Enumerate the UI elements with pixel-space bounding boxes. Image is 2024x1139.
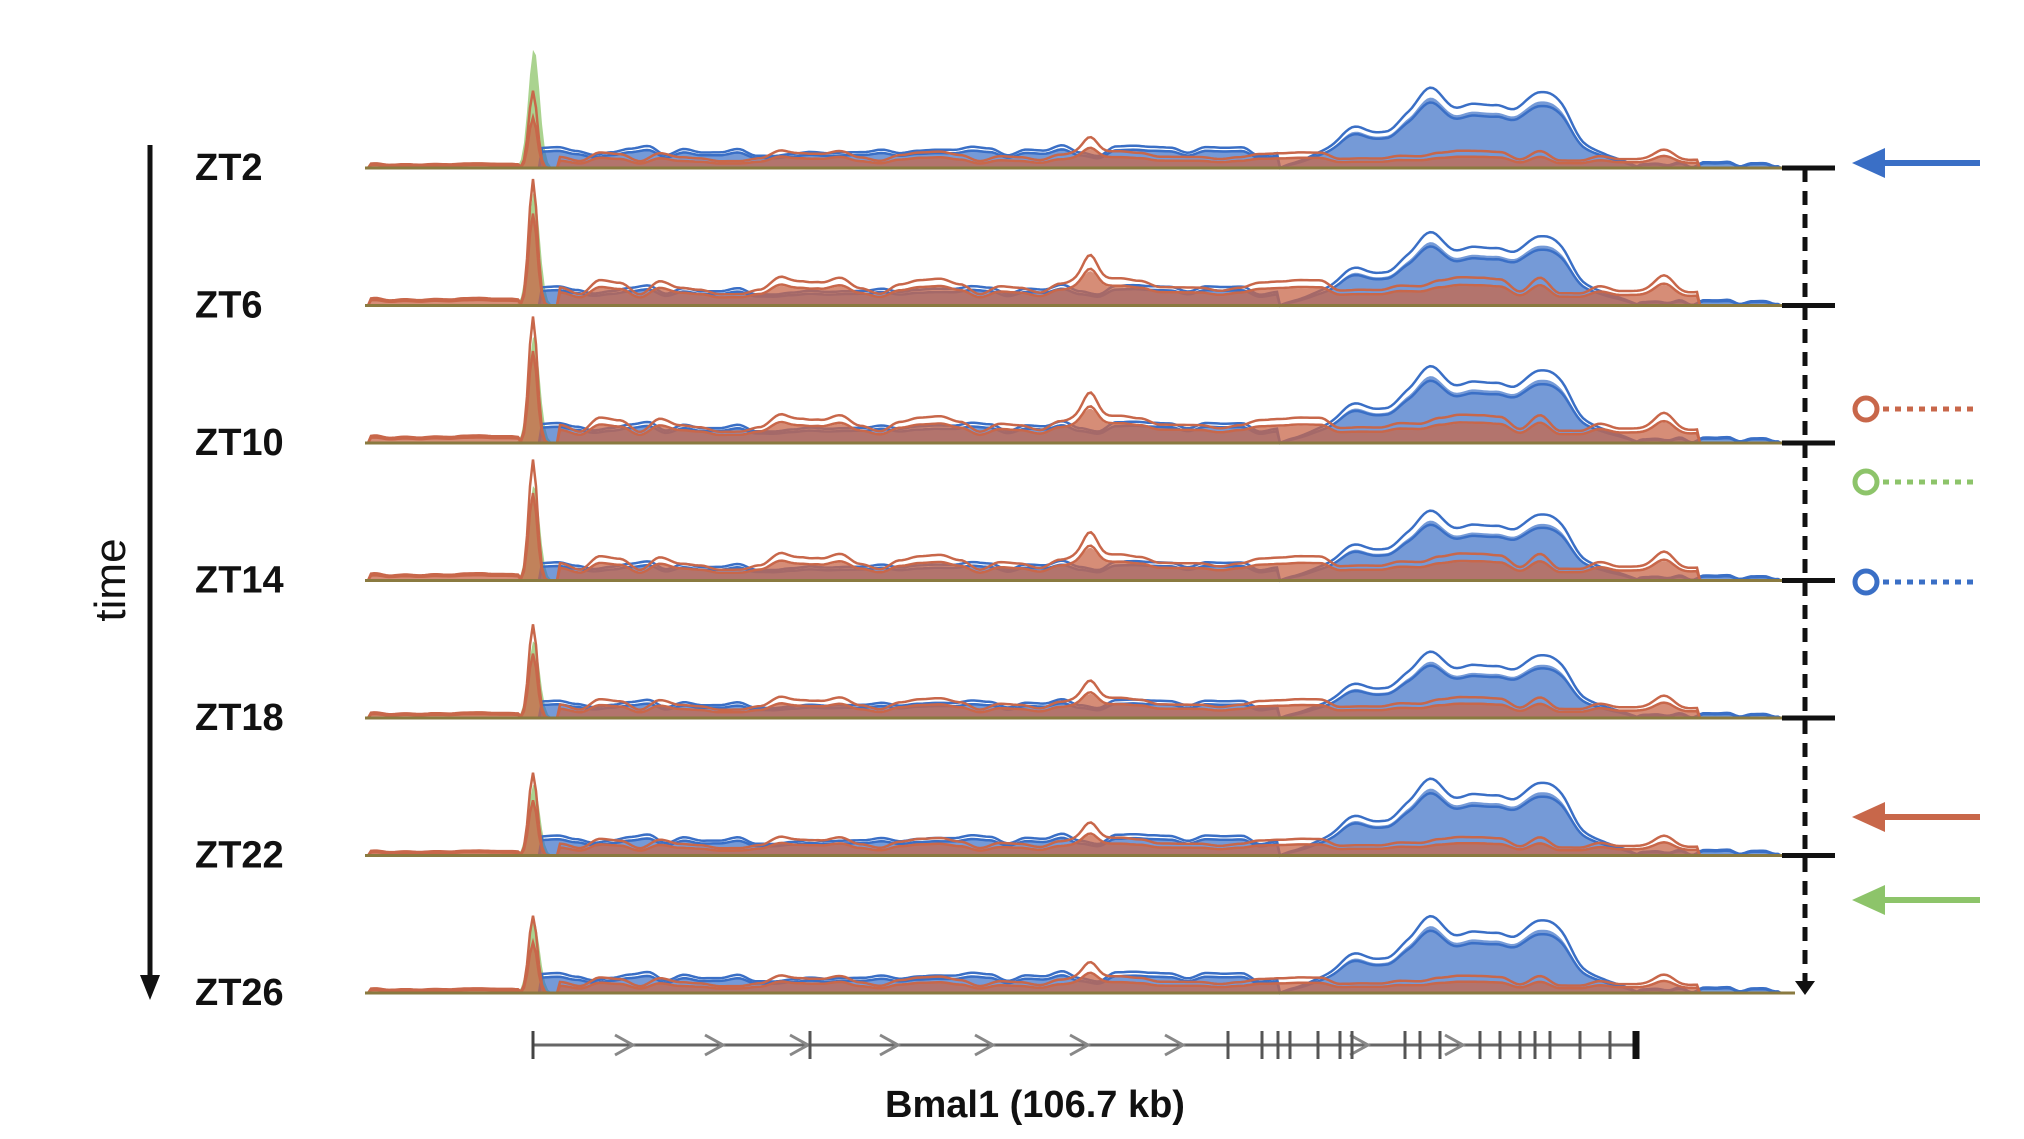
green-arrow-icon	[1852, 885, 1980, 915]
gene-direction-chevron-icon	[1444, 1033, 1467, 1057]
blue-circle-dotted-icon	[1852, 568, 1978, 596]
track-zt6: ZT6	[195, 178, 1795, 327]
orange-replicate-line	[365, 459, 1793, 582]
orange-replicate-line	[365, 624, 1793, 720]
blue-signal-area	[365, 926, 1795, 993]
gene-model	[531, 1031, 1640, 1059]
gene-direction-chevron-icon	[704, 1033, 727, 1057]
orange-signal-area	[365, 803, 1795, 856]
gene-label: Bmal1 (106.7 kb)	[885, 1084, 1185, 1126]
orange-replicate-line	[365, 492, 1793, 582]
orange-replicate-line	[365, 90, 1793, 170]
orange-circle-dotted-icon	[1852, 395, 1978, 423]
track-label: ZT22	[195, 835, 284, 877]
track-label: ZT2	[195, 147, 263, 189]
gene-direction-chevron-icon	[974, 1033, 997, 1057]
track-label: ZT10	[195, 422, 284, 464]
time-axis-label: time	[86, 538, 135, 621]
orange-signal-area	[365, 120, 1795, 168]
orange-signal-area	[365, 657, 1795, 718]
orange-replicate-line	[365, 213, 1793, 307]
orange-signal-area	[365, 498, 1795, 581]
blue-arrow-icon	[1852, 148, 1980, 178]
track-label: ZT14	[195, 560, 284, 602]
orange-replicate-line	[365, 937, 1793, 995]
track-label: ZT26	[195, 972, 284, 1014]
orange-replicate-line	[365, 915, 1793, 995]
track-zt10: ZT10	[195, 316, 1795, 464]
gene-direction-chevron-icon	[614, 1033, 637, 1057]
orange-replicate-line	[365, 350, 1793, 445]
orange-signal-area	[365, 945, 1795, 993]
blue-signal-area	[365, 97, 1795, 168]
orange-replicate-line	[365, 653, 1793, 720]
orange-arrow-icon	[1852, 802, 1980, 832]
orange-replicate-line	[365, 316, 1793, 445]
gene-direction-chevron-icon	[1349, 1033, 1372, 1057]
track-zt18: ZT18	[195, 624, 1795, 739]
time-axis-arrowhead-icon	[140, 975, 160, 1000]
orange-replicate-line	[365, 178, 1793, 307]
orange-signal-area	[365, 356, 1795, 443]
dashed-arrowhead-icon	[1795, 981, 1815, 995]
track-zt22: ZT22	[195, 772, 1795, 877]
legend-symbols	[1852, 148, 1980, 915]
track-label: ZT18	[195, 697, 284, 739]
green-circle-dotted-icon	[1852, 468, 1978, 496]
track-zt14: ZT14	[195, 459, 1795, 602]
orange-signal-area	[365, 219, 1795, 306]
track-zt2: ZT2	[195, 49, 1795, 189]
gene-direction-chevron-icon	[879, 1033, 902, 1057]
gene-direction-chevron-icon	[1164, 1033, 1187, 1057]
gene-direction-chevron-icon	[1069, 1033, 1092, 1057]
coverage-tracks: ZT2 ZT6 ZT10 ZT14 ZT18 ZT22 ZT26	[195, 49, 1795, 1014]
orange-replicate-line	[365, 800, 1793, 857]
gene-direction-chevron-icon	[789, 1033, 812, 1057]
blue-replicate-line	[365, 914, 1793, 995]
time-axis: time	[86, 145, 160, 1000]
blue-signal-area	[365, 661, 1795, 718]
orange-replicate-line	[365, 772, 1793, 857]
orange-replicate-line	[365, 112, 1793, 170]
track-label: ZT6	[195, 285, 263, 327]
right-dashed-axis	[1782, 165, 1835, 995]
track-zt26: ZT26	[195, 914, 1795, 1014]
